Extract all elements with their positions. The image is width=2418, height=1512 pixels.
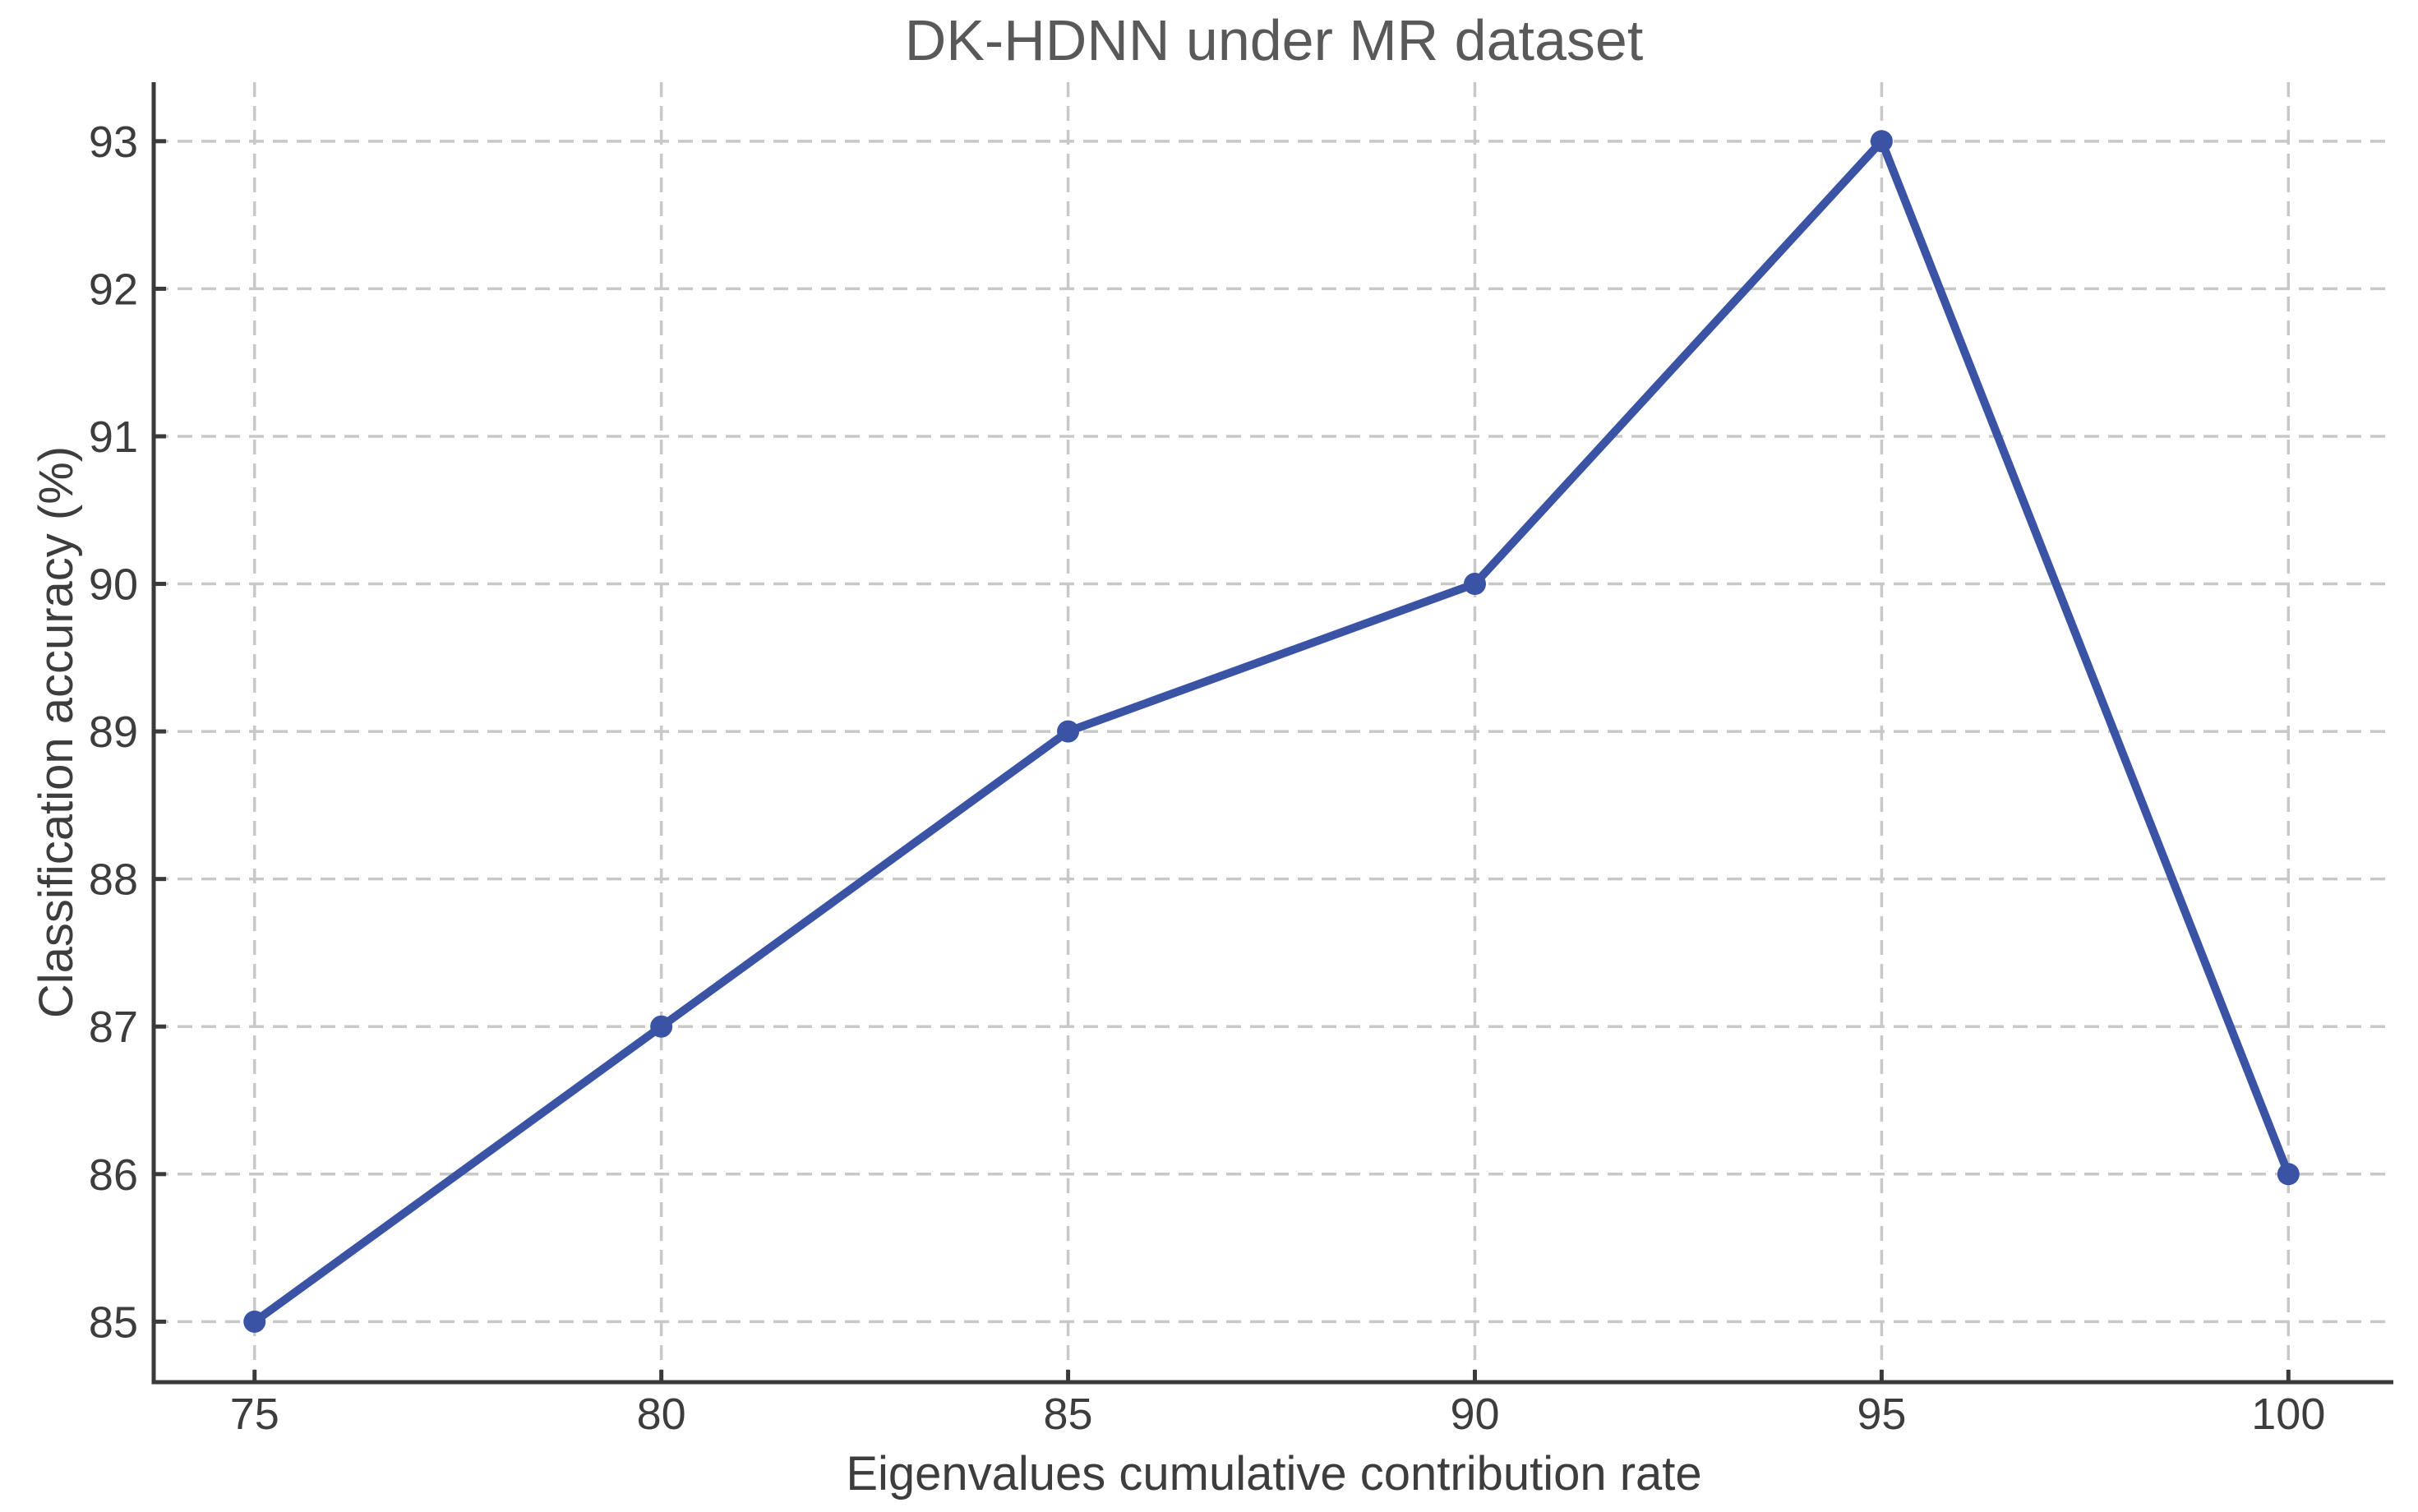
y-tick-label: 86 — [89, 1150, 138, 1200]
chart-title: DK-HDNN under MR dataset — [905, 8, 1644, 72]
y-axis-label: Classification accuracy (%) — [30, 446, 83, 1018]
x-tick-label: 100 — [2251, 1390, 2325, 1439]
y-tick-label: 89 — [89, 708, 138, 757]
axis-spines — [151, 82, 2393, 1385]
data-point — [2277, 1163, 2300, 1186]
x-tick-label: 80 — [637, 1390, 686, 1439]
data-point — [243, 1310, 266, 1333]
y-tick-label: 91 — [89, 413, 138, 462]
tick-marks — [154, 139, 2291, 1382]
y-tick-label: 92 — [89, 265, 138, 314]
y-tick-label: 87 — [89, 1003, 138, 1052]
x-tick-labels: 75 80 85 90 95 100 — [230, 1390, 2326, 1439]
data-point — [1463, 573, 1486, 596]
y-tick-labels: 85 86 87 88 89 90 91 92 93 — [89, 118, 138, 1348]
x-tick-label: 85 — [1044, 1390, 1093, 1439]
x-tick-label: 90 — [1450, 1390, 1499, 1439]
y-tick-label: 93 — [89, 118, 138, 167]
y-tick-label: 85 — [89, 1298, 138, 1347]
data-point — [650, 1015, 673, 1038]
data-line — [250, 136, 2293, 1326]
x-tick-label: 75 — [230, 1390, 279, 1439]
x-tick-label: 95 — [1857, 1390, 1906, 1439]
data-series — [243, 130, 2300, 1333]
data-points — [243, 130, 2300, 1333]
data-point — [1057, 720, 1080, 743]
data-point — [1870, 130, 1893, 153]
y-tick-label: 90 — [89, 560, 138, 610]
grid-lines — [154, 82, 2393, 1382]
y-tick-label: 88 — [89, 855, 138, 905]
x-axis-label: Eigenvalues cumulative contribution rate — [846, 1447, 1701, 1500]
